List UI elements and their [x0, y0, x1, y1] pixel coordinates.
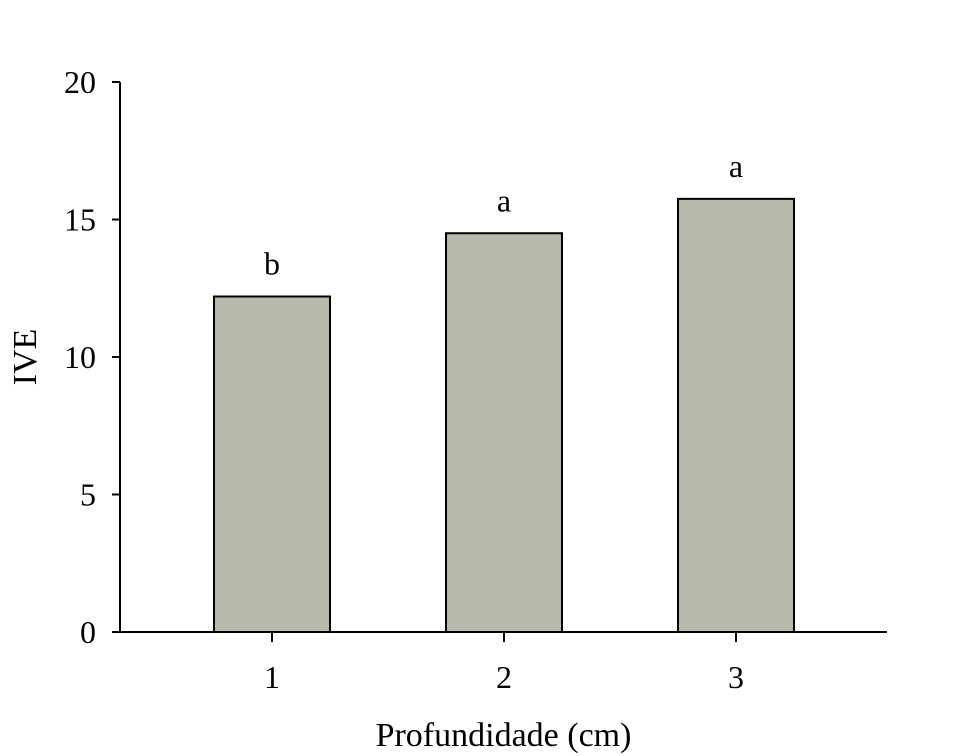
y-ticks-group: 0 5 10 15 20	[64, 64, 120, 650]
bar-1	[213, 295, 331, 633]
x-axis-title: Profundidade (cm)	[376, 717, 632, 754]
y-tick-label-15: 15	[64, 202, 96, 238]
y-tick-label-5: 5	[80, 477, 96, 513]
x-tick-label-1: 1	[264, 659, 280, 695]
x-tick-label-3: 3	[728, 659, 744, 695]
bar-3	[677, 197, 795, 633]
y-tick-label-20: 20	[64, 64, 96, 100]
bar-annotations-group: b a a	[264, 148, 743, 282]
bar-annotation-1: b	[264, 246, 280, 282]
x-ticks-group: 1 2 3	[264, 632, 744, 695]
bar-annotation-2: a	[497, 182, 511, 218]
y-tick-label-10: 10	[64, 339, 96, 375]
y-tick-label-0: 0	[80, 614, 96, 650]
bar-annotation-3: a	[729, 148, 743, 184]
y-axis-title: IVE	[7, 329, 44, 386]
x-tick-label-2: 2	[496, 659, 512, 695]
bar-2	[445, 232, 563, 633]
bars-group	[213, 197, 795, 633]
